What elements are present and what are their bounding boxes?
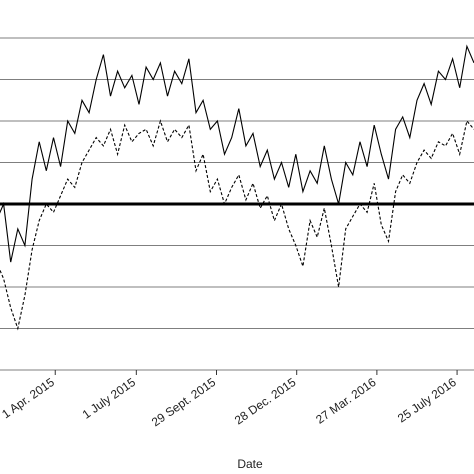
x-axis-label: Date (237, 457, 263, 471)
x-tick-label: 25 July 2016 (395, 375, 459, 426)
x-tick-label: 1 July 2015 (80, 375, 139, 422)
x-tick-label: 1 Apr. 2015 (0, 375, 57, 421)
x-tick-label: 27 Mar. 2016 (313, 375, 379, 427)
line-series (0, 44, 474, 263)
x-tick-label: 29 Sept. 2015 (149, 375, 219, 430)
line-series (0, 119, 474, 331)
x-tick-label: 28 Dec. 2015 (232, 375, 299, 428)
